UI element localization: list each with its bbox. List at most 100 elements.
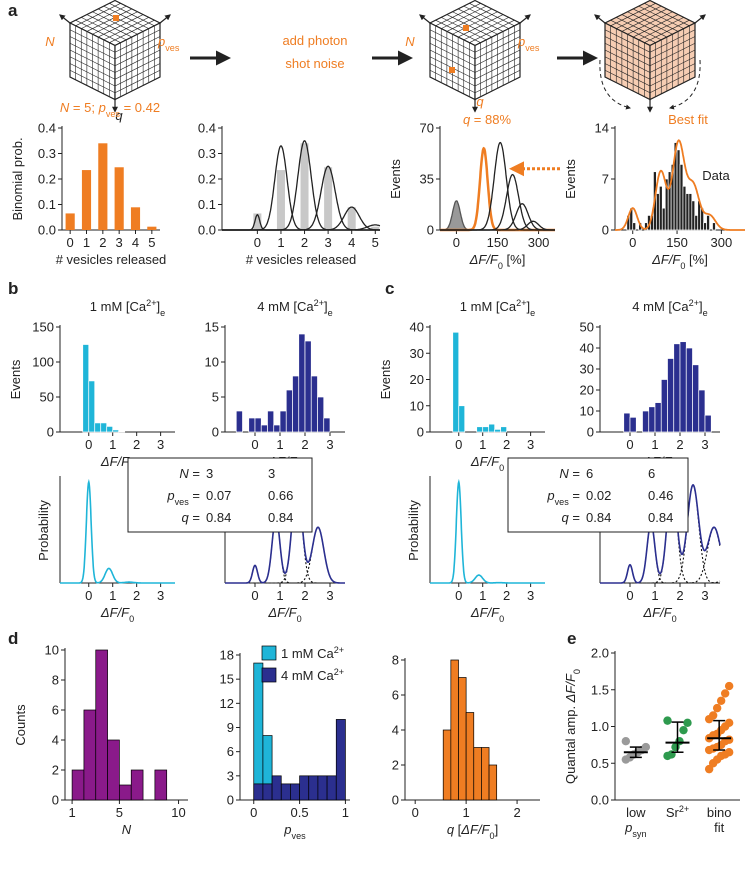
text-run: ves (165, 43, 180, 53)
y-tick-label: 0.0 (591, 793, 609, 808)
text-run: 0 (498, 261, 503, 271)
text-run: ΔF/F (651, 252, 681, 267)
histogram-bar (280, 783, 291, 801)
histogram-bar (698, 389, 706, 433)
histogram-bar (482, 426, 490, 433)
histogram-bar (488, 423, 496, 433)
cube-grid (474, 63, 521, 87)
histogram-bar (679, 164, 684, 231)
data-point (724, 748, 734, 757)
x-tick-label: 3 (157, 588, 164, 603)
cube-label: q (476, 94, 484, 109)
x-tick-label: 0 (629, 235, 636, 250)
histogram-bar (488, 764, 498, 801)
histogram-bar (273, 424, 281, 433)
text-run: ves (175, 497, 190, 507)
x-tick-label: 2 (676, 588, 683, 603)
text-run: ΔF/F (267, 605, 297, 620)
text-run: e (328, 308, 333, 318)
bar (276, 170, 285, 230)
param-box (507, 457, 689, 533)
text-run: ] (699, 299, 703, 314)
highlight-cell (449, 67, 455, 73)
histogram-bar (298, 333, 306, 433)
highlight-cell (463, 25, 469, 31)
histogram-bar (623, 412, 631, 433)
x-tick-label: 300 (711, 235, 733, 250)
x-tick-label: 1 (342, 805, 349, 820)
histogram-bar (685, 347, 693, 433)
y-tick-label: 20 (580, 383, 594, 398)
text-run: ves (555, 497, 570, 507)
param-box (127, 457, 313, 533)
cube-grid (81, 17, 127, 41)
data-point (716, 696, 726, 705)
text-run: = 88% (470, 112, 511, 127)
data-point (675, 737, 684, 746)
x-tick-label: low (626, 805, 646, 820)
y-tick-label: 0.3 (198, 146, 216, 161)
histogram-bar (308, 775, 319, 801)
param-value: 0.66 (268, 488, 293, 503)
param-label: q = (182, 510, 200, 525)
histogram-bar (648, 406, 656, 433)
legend-swatch (261, 645, 277, 661)
y-tick-label: 8 (392, 653, 399, 668)
histogram-bar (632, 222, 637, 231)
x-axis-label: ΔF/F0 [%] (469, 252, 526, 271)
text-run: 2+ (334, 645, 344, 655)
text-run: p (546, 488, 554, 503)
x-tick-label: 5 (372, 235, 379, 250)
x-tick-label: 3 (701, 437, 708, 452)
x-tick-label: 0 (251, 437, 258, 452)
histogram-bar (253, 783, 264, 801)
legend-label: 1 mM Ca2+ (281, 645, 344, 661)
histogram-bar (465, 712, 475, 801)
density-curve (225, 480, 345, 584)
cube-grid (114, 69, 161, 94)
x-tick-label: psyn (624, 820, 646, 839)
x-tick-label: 1 (651, 437, 658, 452)
cube-axis (59, 14, 71, 24)
param-value: 0.02 (586, 488, 611, 503)
text-run: e (160, 308, 165, 318)
y-tick-label: 40 (410, 320, 424, 335)
x-axis-label: pves (283, 822, 306, 841)
cube-grid (429, 63, 476, 87)
histogram-bar (262, 783, 273, 801)
histogram-bar (317, 775, 328, 801)
cube-axis (594, 14, 606, 24)
histogram-bar (95, 649, 108, 801)
text-run: 2+ (516, 298, 526, 308)
annotation: q = 88% (463, 112, 512, 127)
y-tick-label: 2 (392, 758, 399, 773)
histogram-bar (481, 747, 490, 801)
text-run: 0 (297, 614, 302, 624)
x-tick-label: 1 (109, 437, 116, 452)
panel-label: b (8, 279, 18, 298)
y-tick-label: 0.2 (38, 172, 56, 187)
param-label: N = (559, 466, 580, 481)
text-run: ves (106, 109, 121, 119)
histogram-bar (100, 422, 108, 433)
y-tick-label: 0.1 (198, 197, 216, 212)
histogram-bar (676, 149, 681, 231)
histogram-bar (310, 375, 318, 433)
x-axis-label: # vesicles released (246, 252, 357, 267)
text-run: q (463, 112, 471, 127)
param-label: pves = (546, 488, 580, 507)
cube-label: pves (517, 34, 540, 53)
y-tick-label: 6 (392, 688, 399, 703)
histogram-bar (235, 410, 243, 433)
y-tick-label: 30 (580, 362, 594, 377)
y-tick-label: 0.5 (591, 756, 609, 771)
cube-grid (109, 19, 155, 43)
panel-label: c (385, 279, 394, 298)
annotation: Data (702, 168, 730, 183)
y-tick-label: 5 (212, 390, 219, 405)
y-tick-label: 0 (227, 793, 234, 808)
y-tick-label: 0 (52, 793, 59, 808)
text-run: p (166, 488, 174, 503)
bar (324, 167, 333, 230)
cube-grid (75, 19, 121, 43)
